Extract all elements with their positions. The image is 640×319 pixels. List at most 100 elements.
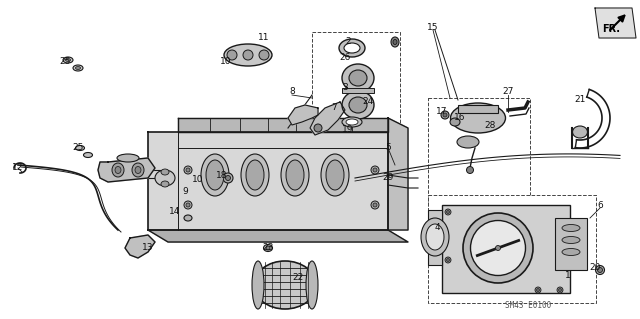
Ellipse shape xyxy=(281,154,309,196)
Bar xyxy=(428,98,530,206)
Ellipse shape xyxy=(135,167,141,174)
Ellipse shape xyxy=(346,119,358,125)
Ellipse shape xyxy=(536,288,540,292)
Ellipse shape xyxy=(559,288,561,292)
Text: 13: 13 xyxy=(142,243,154,253)
Ellipse shape xyxy=(342,64,374,92)
Ellipse shape xyxy=(445,209,451,215)
Ellipse shape xyxy=(535,287,541,293)
Ellipse shape xyxy=(155,170,175,186)
Ellipse shape xyxy=(447,258,449,262)
Polygon shape xyxy=(595,8,636,38)
Text: 7: 7 xyxy=(331,103,337,113)
Ellipse shape xyxy=(450,118,460,126)
Ellipse shape xyxy=(373,203,377,207)
Polygon shape xyxy=(125,235,155,258)
Text: 14: 14 xyxy=(170,207,180,217)
Ellipse shape xyxy=(306,261,318,309)
Ellipse shape xyxy=(76,66,81,70)
Text: 17: 17 xyxy=(436,108,448,116)
Ellipse shape xyxy=(495,246,500,250)
Text: 18: 18 xyxy=(216,170,228,180)
Bar xyxy=(442,205,570,293)
Ellipse shape xyxy=(266,246,270,250)
Ellipse shape xyxy=(457,136,479,148)
Text: 29: 29 xyxy=(382,174,394,182)
Ellipse shape xyxy=(241,154,269,196)
Ellipse shape xyxy=(65,58,70,62)
Ellipse shape xyxy=(342,91,374,119)
Text: 25: 25 xyxy=(60,57,70,66)
Text: SM43 E0100: SM43 E0100 xyxy=(505,300,551,309)
Text: 21: 21 xyxy=(574,95,586,105)
Ellipse shape xyxy=(321,154,349,196)
Ellipse shape xyxy=(443,113,447,117)
Ellipse shape xyxy=(447,211,449,213)
Ellipse shape xyxy=(371,201,379,209)
Polygon shape xyxy=(310,102,345,135)
Ellipse shape xyxy=(349,70,367,86)
Ellipse shape xyxy=(441,111,449,119)
Polygon shape xyxy=(148,132,388,230)
Bar xyxy=(428,195,596,303)
Text: 2: 2 xyxy=(345,38,351,47)
Polygon shape xyxy=(148,230,408,242)
Text: 3: 3 xyxy=(342,84,348,93)
Bar xyxy=(428,210,442,265)
Ellipse shape xyxy=(243,50,253,60)
Text: 16: 16 xyxy=(454,114,466,122)
Ellipse shape xyxy=(391,37,399,47)
Ellipse shape xyxy=(470,220,525,276)
Bar xyxy=(342,88,374,93)
Ellipse shape xyxy=(132,163,144,177)
Bar xyxy=(312,32,400,150)
Ellipse shape xyxy=(314,124,322,132)
Ellipse shape xyxy=(562,236,580,243)
Ellipse shape xyxy=(186,168,190,172)
Polygon shape xyxy=(178,118,388,132)
Text: 22: 22 xyxy=(292,273,303,283)
Text: 19: 19 xyxy=(342,125,354,135)
Ellipse shape xyxy=(225,175,230,181)
Ellipse shape xyxy=(573,126,588,138)
Ellipse shape xyxy=(73,65,83,71)
Ellipse shape xyxy=(83,152,93,158)
Text: 10: 10 xyxy=(220,57,232,66)
Polygon shape xyxy=(288,105,318,125)
Ellipse shape xyxy=(259,50,269,60)
Ellipse shape xyxy=(252,261,264,309)
Ellipse shape xyxy=(463,213,533,283)
Ellipse shape xyxy=(254,261,316,309)
Ellipse shape xyxy=(223,173,233,183)
Text: 8: 8 xyxy=(289,87,295,97)
Ellipse shape xyxy=(76,145,84,151)
Text: 1: 1 xyxy=(565,271,571,279)
Ellipse shape xyxy=(421,218,449,256)
Text: 5: 5 xyxy=(385,144,391,152)
Ellipse shape xyxy=(373,168,377,172)
Text: 20: 20 xyxy=(589,263,601,272)
Text: 4: 4 xyxy=(434,224,440,233)
Text: 15: 15 xyxy=(428,24,439,33)
Ellipse shape xyxy=(342,117,362,127)
Ellipse shape xyxy=(562,225,580,232)
Ellipse shape xyxy=(286,160,304,190)
Text: 28: 28 xyxy=(484,121,496,130)
Text: 6: 6 xyxy=(597,201,603,210)
Ellipse shape xyxy=(349,97,367,113)
Ellipse shape xyxy=(393,40,397,44)
Ellipse shape xyxy=(115,167,121,174)
Text: 27: 27 xyxy=(502,87,514,97)
Ellipse shape xyxy=(445,257,451,263)
Text: 24: 24 xyxy=(362,98,374,107)
Ellipse shape xyxy=(227,50,237,60)
Polygon shape xyxy=(98,158,155,182)
Ellipse shape xyxy=(339,39,365,57)
Ellipse shape xyxy=(426,224,444,250)
Ellipse shape xyxy=(598,268,602,272)
Ellipse shape xyxy=(201,154,229,196)
Text: 12: 12 xyxy=(12,164,24,173)
Text: 25: 25 xyxy=(72,144,84,152)
Ellipse shape xyxy=(451,103,506,133)
Text: 11: 11 xyxy=(259,33,269,42)
